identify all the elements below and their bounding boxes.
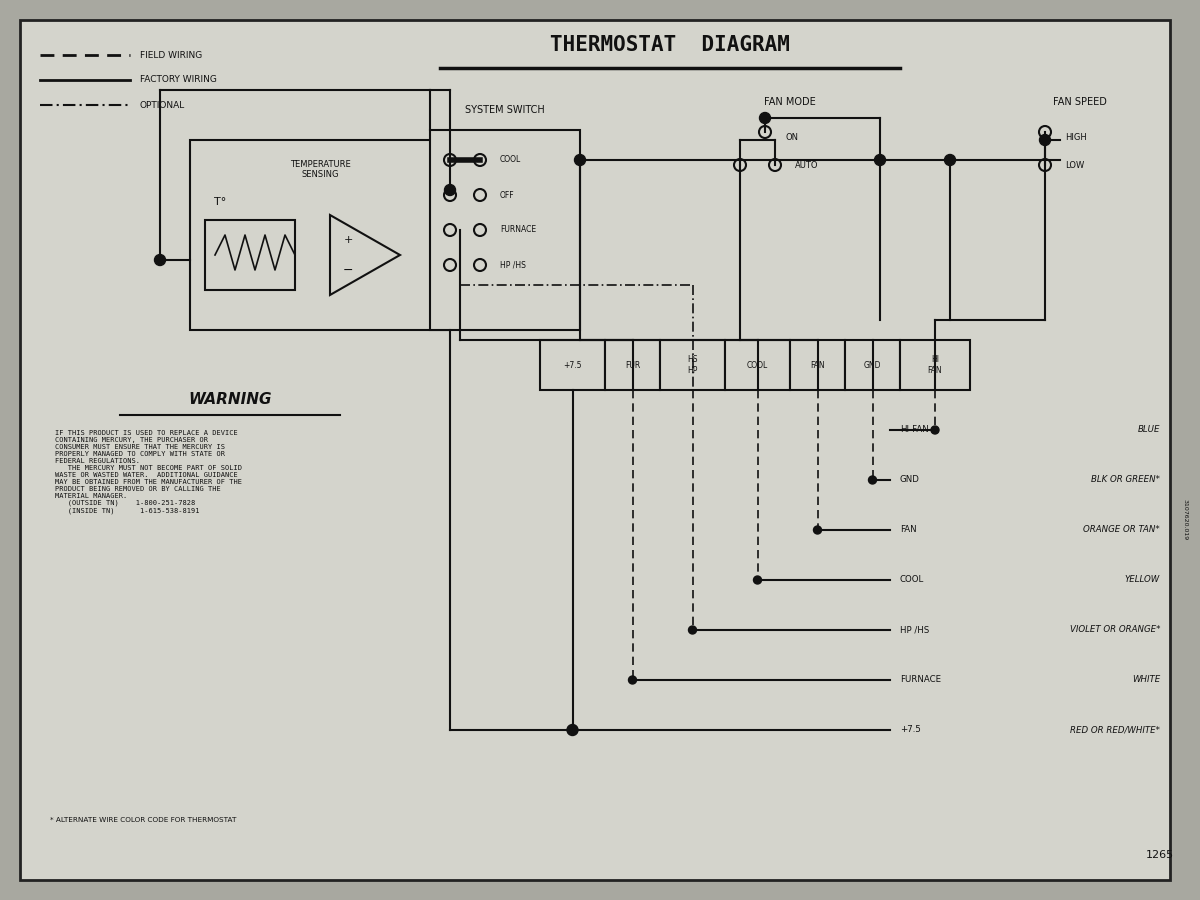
Circle shape <box>444 154 456 166</box>
Circle shape <box>444 184 456 195</box>
Text: +7.5: +7.5 <box>900 725 920 734</box>
Text: HIGH: HIGH <box>1066 132 1087 141</box>
Circle shape <box>444 189 456 201</box>
Text: ON: ON <box>785 132 798 141</box>
Circle shape <box>1039 159 1051 171</box>
Text: FURNACE: FURNACE <box>500 226 536 235</box>
Bar <box>540 340 605 390</box>
Text: +7.5: +7.5 <box>563 361 582 370</box>
Text: COOL: COOL <box>500 156 521 165</box>
Circle shape <box>875 155 886 166</box>
Circle shape <box>931 426 940 434</box>
Bar <box>205 220 295 290</box>
Bar <box>605 340 660 390</box>
Text: OPTIONAL: OPTIONAL <box>140 101 185 110</box>
Text: HI
FAN: HI FAN <box>928 356 942 374</box>
Bar <box>725 340 790 390</box>
Text: FIELD WIRING: FIELD WIRING <box>140 50 203 59</box>
Circle shape <box>944 155 955 166</box>
Text: −: − <box>343 264 353 276</box>
Text: THERMOSTAT  DIAGRAM: THERMOSTAT DIAGRAM <box>550 35 790 55</box>
Circle shape <box>444 259 456 271</box>
Text: LOW: LOW <box>1066 160 1085 169</box>
Circle shape <box>769 159 781 171</box>
Text: FAN: FAN <box>900 526 917 535</box>
Text: WHITE: WHITE <box>1132 676 1160 685</box>
Circle shape <box>568 724 578 735</box>
Circle shape <box>474 189 486 201</box>
Circle shape <box>760 112 770 123</box>
Text: FUR: FUR <box>625 361 640 370</box>
Text: HP /HS: HP /HS <box>500 260 526 269</box>
Text: FAN: FAN <box>810 361 824 370</box>
Text: TEMPERATURE
SENSING: TEMPERATURE SENSING <box>289 160 350 179</box>
Text: YELLOW: YELLOW <box>1124 575 1160 584</box>
Text: FAN MODE: FAN MODE <box>764 97 816 107</box>
Text: AUTO: AUTO <box>796 160 818 169</box>
Text: OFF: OFF <box>500 191 515 200</box>
Circle shape <box>629 676 636 684</box>
Text: BLUE: BLUE <box>1138 426 1160 435</box>
Circle shape <box>689 626 696 634</box>
Text: GND: GND <box>900 475 920 484</box>
Bar <box>900 340 970 390</box>
Text: WARNING: WARNING <box>188 392 271 408</box>
Text: SYSTEM SWITCH: SYSTEM SWITCH <box>466 105 545 115</box>
Text: 1265: 1265 <box>1146 850 1174 860</box>
Circle shape <box>1039 126 1051 138</box>
Circle shape <box>569 726 576 734</box>
Text: RED OR RED/WHITE*: RED OR RED/WHITE* <box>1070 725 1160 734</box>
Text: VIOLET OR ORANGE*: VIOLET OR ORANGE* <box>1069 626 1160 634</box>
Text: 3107620.019: 3107620.019 <box>1182 500 1188 541</box>
Bar <box>430 130 580 330</box>
Bar <box>190 140 450 330</box>
Circle shape <box>760 126 772 138</box>
Circle shape <box>754 576 762 584</box>
Circle shape <box>575 155 586 166</box>
Circle shape <box>869 476 876 484</box>
Text: GND: GND <box>864 361 881 370</box>
Text: HI-FAN: HI-FAN <box>900 426 929 435</box>
Circle shape <box>814 526 822 534</box>
Text: FACTORY WIRING: FACTORY WIRING <box>140 76 217 85</box>
Text: T°: T° <box>214 197 226 207</box>
Bar <box>845 340 900 390</box>
Text: * ALTERNATE WIRE COLOR CODE FOR THERMOSTAT: * ALTERNATE WIRE COLOR CODE FOR THERMOST… <box>50 817 236 823</box>
Circle shape <box>734 159 746 171</box>
Text: COOL: COOL <box>746 361 768 370</box>
Circle shape <box>444 224 456 236</box>
Text: +: + <box>343 235 353 245</box>
Text: HS
HP: HS HP <box>688 356 697 374</box>
Text: IF THIS PRODUCT IS USED TO REPLACE A DEVICE
CONTAINING MERCURY, THE PURCHASER OR: IF THIS PRODUCT IS USED TO REPLACE A DEV… <box>55 430 242 514</box>
Circle shape <box>474 154 486 166</box>
Circle shape <box>155 255 166 266</box>
Text: HP /HS: HP /HS <box>900 626 929 634</box>
Text: COOL: COOL <box>900 575 924 584</box>
Bar <box>790 340 845 390</box>
Circle shape <box>1039 134 1050 146</box>
Text: ORANGE OR TAN*: ORANGE OR TAN* <box>1084 526 1160 535</box>
Circle shape <box>474 224 486 236</box>
Circle shape <box>474 259 486 271</box>
Text: FURNACE: FURNACE <box>900 676 941 685</box>
Bar <box>660 340 725 390</box>
Text: FAN SPEED: FAN SPEED <box>1054 97 1106 107</box>
Text: BLK OR GREEN*: BLK OR GREEN* <box>1091 475 1160 484</box>
